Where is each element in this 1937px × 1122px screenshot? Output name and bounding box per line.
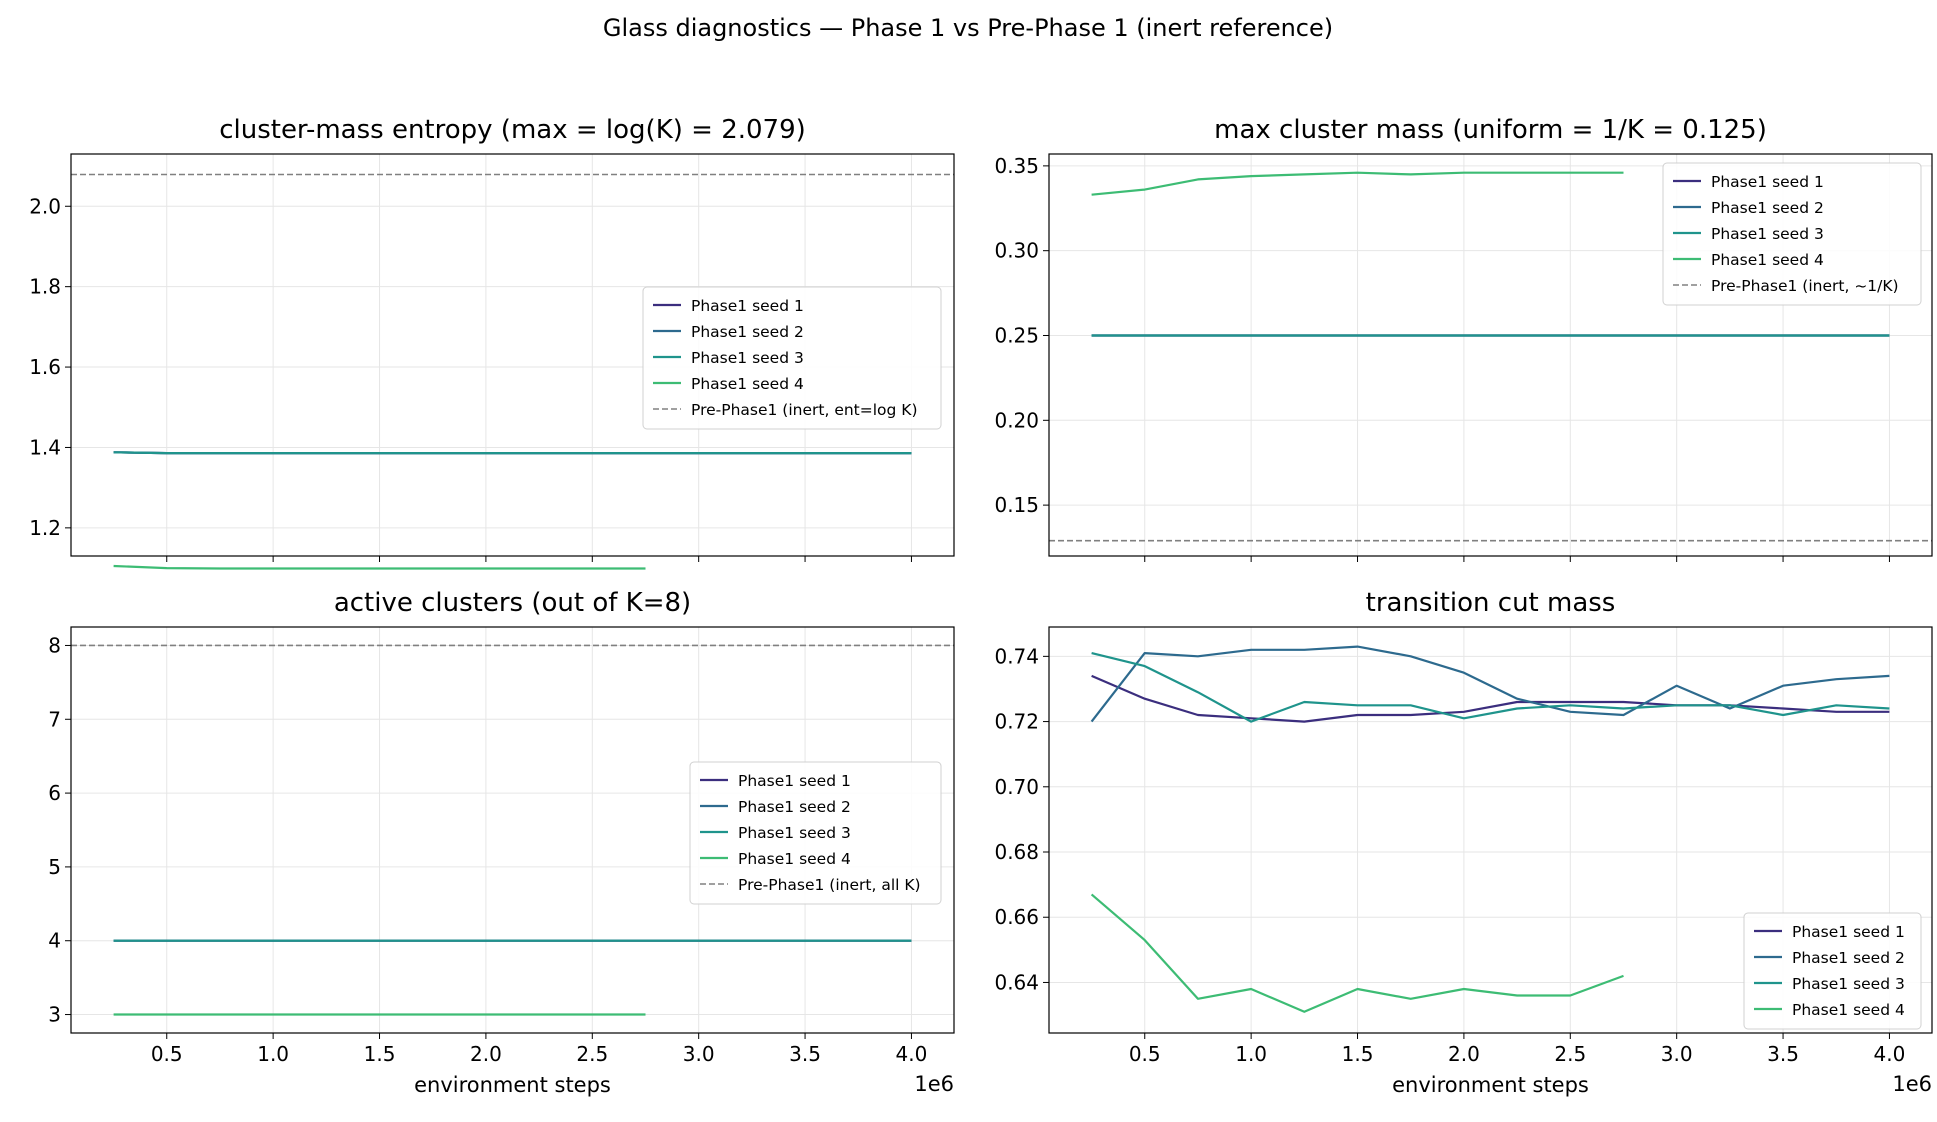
legend: Phase1 seed 1 Phase1 seed 2 Phase1 seed 3 P…	[1743, 912, 1922, 1030]
x-tick-label: 0.5	[1129, 1042, 1161, 1066]
x-tick-label: 2.5	[1554, 1042, 1586, 1066]
y-tick-label: 0.15	[994, 493, 1039, 517]
y-tick-label: 0.72	[994, 710, 1039, 734]
axes-title: max cluster mass (uniform = 1/K = 0.125)	[1214, 115, 1767, 145]
legend-label-seed-2: Phase1 seed 2	[1711, 199, 1824, 217]
x-tick-label: 3.5	[1767, 1042, 1799, 1066]
legend-label-seed-2: Phase1 seed 2	[738, 798, 851, 816]
x-tick-label: 2.0	[1448, 1042, 1480, 1066]
y-tick-label: 0.30	[994, 239, 1039, 263]
y-tick-label: 0.70	[994, 775, 1039, 799]
legend-box	[689, 761, 942, 905]
y-tick-label: 0.74	[994, 644, 1039, 668]
y-tick-label: 7	[48, 707, 61, 731]
y-tick-label: 1.8	[29, 275, 61, 299]
axes-frame	[1048, 626, 1933, 1034]
x-tick-label: 1.0	[257, 1042, 289, 1066]
legend-label-seed-3: Phase1 seed 3	[1792, 975, 1905, 993]
legend-label-seed-4: Phase1 seed 4	[1792, 1001, 1905, 1019]
legend-label-seed-3: Phase1 seed 3	[1711, 225, 1824, 243]
axes-frame	[1048, 153, 1933, 557]
axes-title: active clusters (out of K=8)	[334, 588, 691, 618]
legend-box	[642, 286, 942, 430]
legend-label-seed-4: Phase1 seed 4	[691, 375, 804, 393]
legend: Phase1 seed 1 Phase1 seed 2 Phase1 seed 3 P…	[642, 286, 942, 430]
legend-label-reference: Pre-Phase1 (inert, ent=log K)	[691, 401, 918, 419]
y-tick-label: 0.20	[994, 408, 1039, 432]
legend-label-seed-1: Phase1 seed 1	[1792, 923, 1905, 941]
axes-title: transition cut mass	[1366, 588, 1616, 618]
x-tick-label: 1.0	[1235, 1042, 1267, 1066]
series-line-seed-4	[1090, 893, 1624, 1013]
legend-label-seed-2: Phase1 seed 2	[1792, 949, 1905, 967]
y-tick-label: 1.2	[29, 516, 61, 540]
y-tick-label: 1.4	[29, 435, 61, 459]
panel-active-clusters: 0.5 1.0 1.5 2.0 2.5 3.0 3.5 4.0 3 4 5 6 7 8 active clu…	[48, 588, 955, 1097]
x-axis-label: environment steps	[1392, 1073, 1589, 1097]
x-axis-label: environment steps	[414, 1073, 611, 1097]
axes-frame	[70, 153, 955, 557]
legend: Phase1 seed 1 Phase1 seed 2 Phase1 seed 3 P…	[1662, 162, 1922, 306]
axes-frame	[70, 626, 955, 1034]
x-tick-label: 1.5	[1342, 1042, 1374, 1066]
x-tick-label: 0.5	[151, 1042, 183, 1066]
legend: Phase1 seed 1 Phase1 seed 2 Phase1 seed 3 P…	[689, 761, 942, 905]
y-tick-label: 0.66	[994, 905, 1039, 929]
y-tick-label: 0.68	[994, 840, 1039, 864]
axes-title: cluster-mass entropy (max = log(K) = 2.0…	[219, 115, 806, 145]
panel-max-mass: 0.15 0.20 0.25 0.30 0.35 max cluster mass (un…	[994, 115, 1933, 562]
x-tick-label: 3.0	[1661, 1042, 1693, 1066]
x-tick-label: 1.5	[364, 1042, 396, 1066]
legend-label-seed-2: Phase1 seed 2	[691, 323, 804, 341]
x-axis-offset: 1e6	[1892, 1072, 1932, 1096]
y-tick-label: 4	[48, 929, 61, 953]
series-line-seed-2	[1090, 645, 1890, 723]
y-tick-label: 3	[48, 1003, 61, 1027]
x-axis-offset: 1e6	[914, 1072, 954, 1096]
series-line-seed-3	[1091, 652, 1890, 723]
y-tick-label: 5	[48, 855, 61, 879]
series-line-seed-4	[113, 564, 646, 570]
legend-box	[1662, 162, 1922, 306]
y-tick-label: 2.0	[29, 194, 61, 218]
x-tick-label: 3.5	[789, 1042, 821, 1066]
x-tick-label: 4.0	[1874, 1042, 1906, 1066]
panel-entropy: 1.2 1.4 1.6 1.8 2.0 cluster-mass entropy (max…	[29, 115, 955, 570]
legend-label-seed-1: Phase1 seed 1	[738, 772, 851, 790]
y-tick-label: 1.6	[29, 355, 61, 379]
legend-label-reference: Pre-Phase1 (inert, all K)	[738, 876, 921, 894]
y-tick-label: 0.64	[994, 970, 1039, 994]
legend-box	[1743, 912, 1922, 1030]
series-line-seed-4	[1091, 171, 1624, 196]
legend-label-seed-4: Phase1 seed 4	[738, 850, 851, 868]
y-tick-label: 0.25	[994, 323, 1039, 347]
legend-label-seed-3: Phase1 seed 3	[738, 824, 851, 842]
y-tick-label: 8	[48, 633, 61, 657]
panel-cut-mass: 0.5 1.0 1.5 2.0 2.5 3.0 3.5 4.0 0.64 0.66 0.68 0.70…	[994, 588, 1933, 1097]
x-tick-label: 3.0	[683, 1042, 715, 1066]
y-tick-label: 6	[48, 781, 61, 805]
series-line-seed-1	[1091, 674, 1890, 723]
legend-label-reference: Pre-Phase1 (inert, ~1/K)	[1711, 277, 1899, 295]
legend-label-seed-1: Phase1 seed 1	[1711, 173, 1824, 191]
legend-label-seed-3: Phase1 seed 3	[691, 349, 804, 367]
y-tick-label: 0.35	[994, 154, 1039, 178]
legend-label-seed-4: Phase1 seed 4	[1711, 251, 1824, 269]
x-tick-label: 2.5	[576, 1042, 608, 1066]
series-line-seed-3	[113, 451, 912, 455]
figure-suptitle: Glass diagnostics — Phase 1 vs Pre-Phase…	[603, 14, 1333, 42]
legend-label-seed-1: Phase1 seed 1	[691, 297, 804, 315]
x-tick-label: 2.0	[470, 1042, 502, 1066]
x-tick-label: 4.0	[896, 1042, 928, 1066]
